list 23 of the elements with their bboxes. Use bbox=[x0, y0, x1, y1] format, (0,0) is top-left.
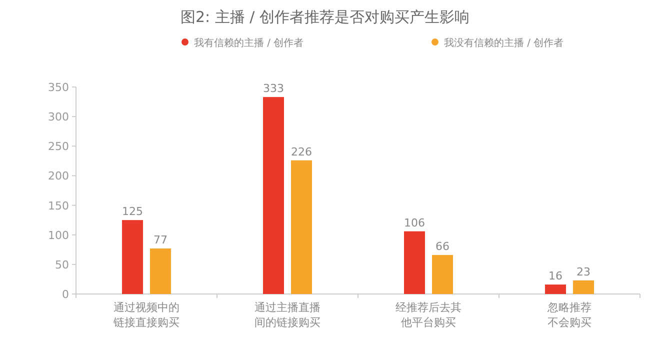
legend-label: 我有信赖的主播 / 创作者 bbox=[194, 37, 304, 49]
x-tick-label: 通过主播直播间的链接购买 bbox=[254, 301, 320, 329]
y-tick-label: 300 bbox=[48, 110, 69, 124]
data-label: 226 bbox=[291, 145, 312, 158]
y-tick-label: 50 bbox=[55, 258, 69, 272]
y-tick-label: 200 bbox=[48, 170, 69, 183]
x-tick-label: 经推荐后去其他平台购买 bbox=[396, 301, 462, 329]
y-tick-label: 250 bbox=[48, 140, 69, 154]
y-tick-label: 0 bbox=[62, 288, 69, 301]
legend-label: 我没有信赖的主播 / 创作者 bbox=[444, 37, 564, 49]
data-label: 23 bbox=[576, 265, 590, 278]
x-tick-label: 忽略推荐不会购买 bbox=[546, 301, 592, 329]
data-label: 106 bbox=[404, 216, 425, 230]
data-label: 16 bbox=[548, 270, 562, 283]
data-label: 125 bbox=[122, 205, 143, 218]
y-tick-label: 100 bbox=[48, 228, 69, 242]
data-label: 66 bbox=[436, 240, 450, 253]
data-label: 77 bbox=[154, 233, 168, 246]
title: 图2: 主播 / 创作者推荐是否对购买产生影响 bbox=[180, 8, 470, 26]
data-label: 333 bbox=[263, 82, 284, 96]
x-tick-label: 通过视频中的链接直接购买 bbox=[112, 301, 180, 329]
y-tick-label: 150 bbox=[48, 199, 69, 212]
y-tick-label: 350 bbox=[48, 81, 69, 94]
